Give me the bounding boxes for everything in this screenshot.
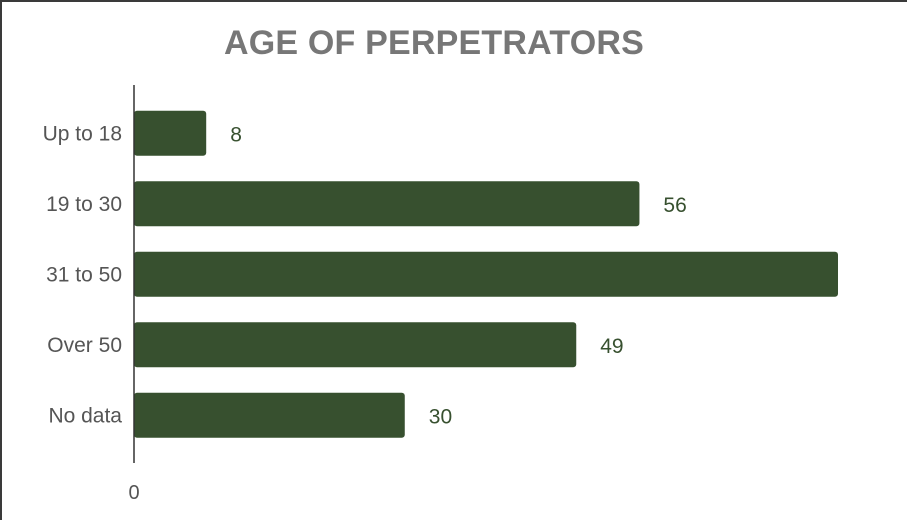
x-tick-labels: 0 — [128, 482, 139, 504]
bar-4 — [134, 392, 405, 438]
bar-3 — [134, 322, 577, 368]
value-labels: 8 56 49 30 — [230, 123, 687, 428]
value-label-3: 49 — [600, 335, 623, 358]
category-label-4: No data — [48, 404, 122, 427]
chart-title: AGE OF PERPETRATORS — [223, 24, 645, 62]
category-labels: Up to 18 19 to 30 31 to 50 Over 50 No data — [43, 122, 123, 427]
category-label-2: 31 to 50 — [46, 263, 122, 286]
bar-1 — [134, 181, 640, 227]
value-label-0: 8 — [230, 123, 242, 146]
x-tick-label-0: 0 — [128, 482, 139, 504]
bars-group — [134, 110, 838, 438]
category-label-1: 19 to 30 — [46, 193, 122, 216]
bar-2 — [134, 251, 838, 297]
value-label-1: 56 — [663, 194, 686, 217]
value-label-4: 30 — [429, 405, 452, 428]
category-label-0: Up to 18 — [43, 122, 122, 145]
bar-0 — [134, 110, 207, 156]
category-label-3: Over 50 — [47, 334, 122, 357]
